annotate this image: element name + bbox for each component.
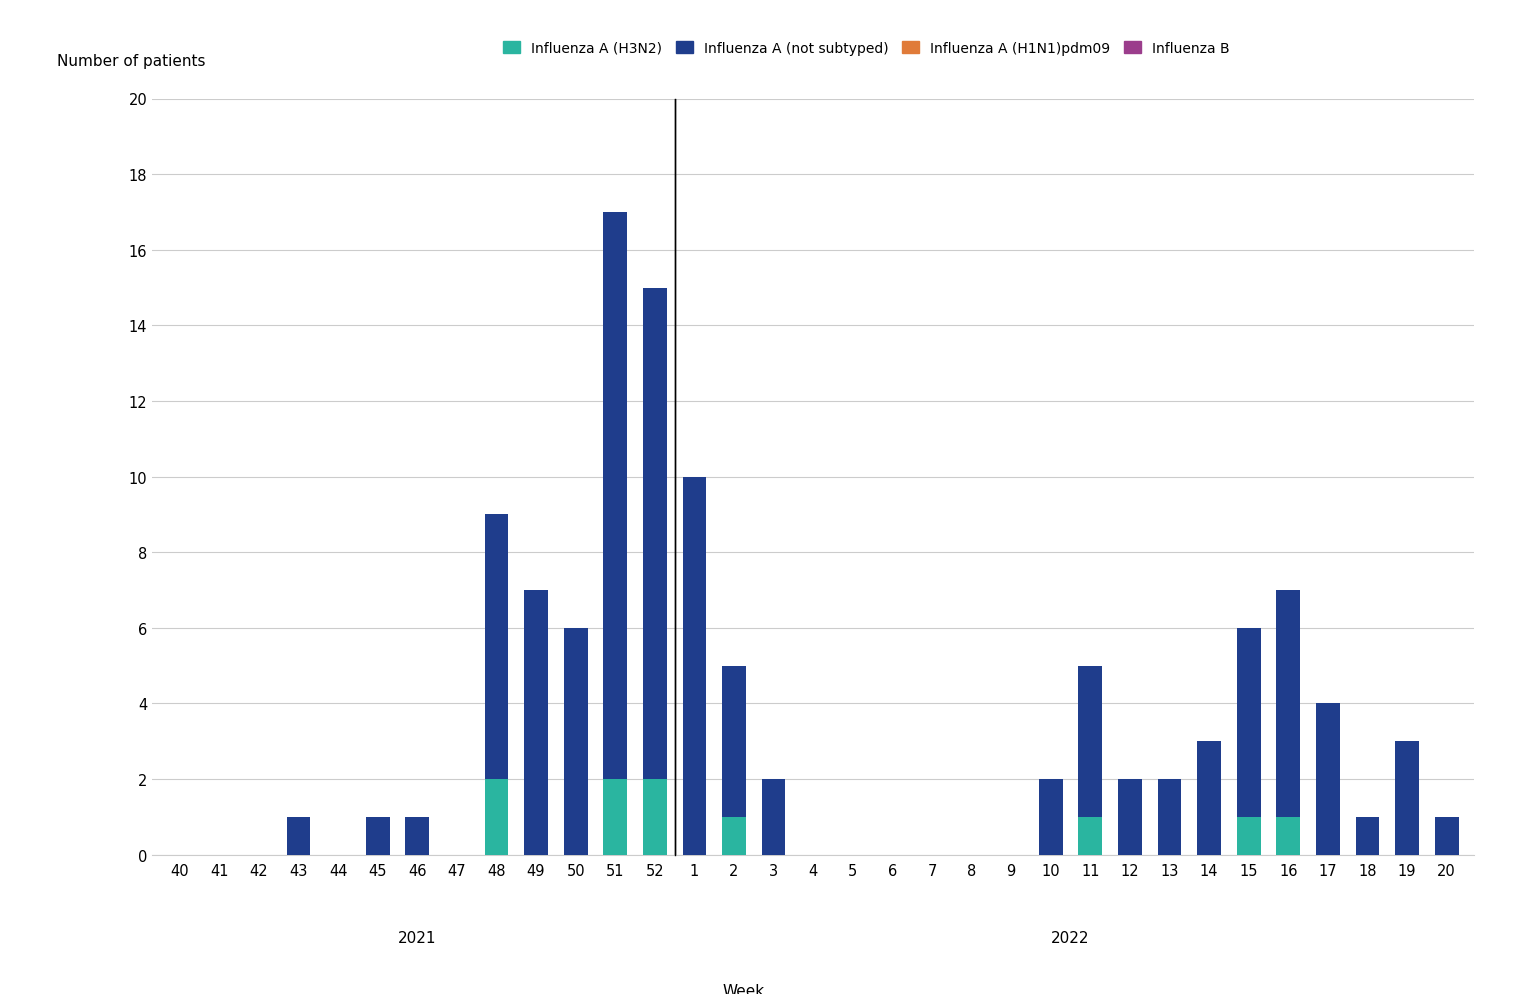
Bar <box>762 779 786 855</box>
Bar <box>603 213 628 779</box>
Bar <box>682 477 707 855</box>
Bar <box>1356 817 1379 855</box>
Bar <box>1277 590 1300 817</box>
Bar <box>1119 779 1142 855</box>
Bar <box>287 817 310 855</box>
Bar <box>1237 817 1260 855</box>
Bar <box>1079 817 1102 855</box>
Text: Number of patients: Number of patients <box>56 55 205 70</box>
Bar <box>1198 742 1221 855</box>
Text: 2022: 2022 <box>1052 930 1090 945</box>
Bar <box>524 590 547 855</box>
Text: Week: Week <box>724 983 765 994</box>
Bar <box>485 779 508 855</box>
Bar <box>722 666 746 817</box>
Bar <box>1395 742 1420 855</box>
Text: 2021: 2021 <box>398 930 436 945</box>
Legend: Influenza A (H3N2), Influenza A (not subtyped), Influenza A (H1N1)pdm09, Influen: Influenza A (H3N2), Influenza A (not sub… <box>503 42 1230 56</box>
Bar <box>1435 817 1459 855</box>
Bar <box>366 817 389 855</box>
Bar <box>1237 628 1260 817</box>
Bar <box>1277 817 1300 855</box>
Bar <box>722 817 746 855</box>
Bar <box>603 779 628 855</box>
Bar <box>1079 666 1102 817</box>
Bar <box>643 288 667 779</box>
Bar <box>406 817 429 855</box>
Bar <box>485 515 508 779</box>
Bar <box>643 779 667 855</box>
Bar <box>1158 779 1181 855</box>
Bar <box>1038 779 1062 855</box>
Bar <box>564 628 588 855</box>
Bar <box>1316 704 1339 855</box>
